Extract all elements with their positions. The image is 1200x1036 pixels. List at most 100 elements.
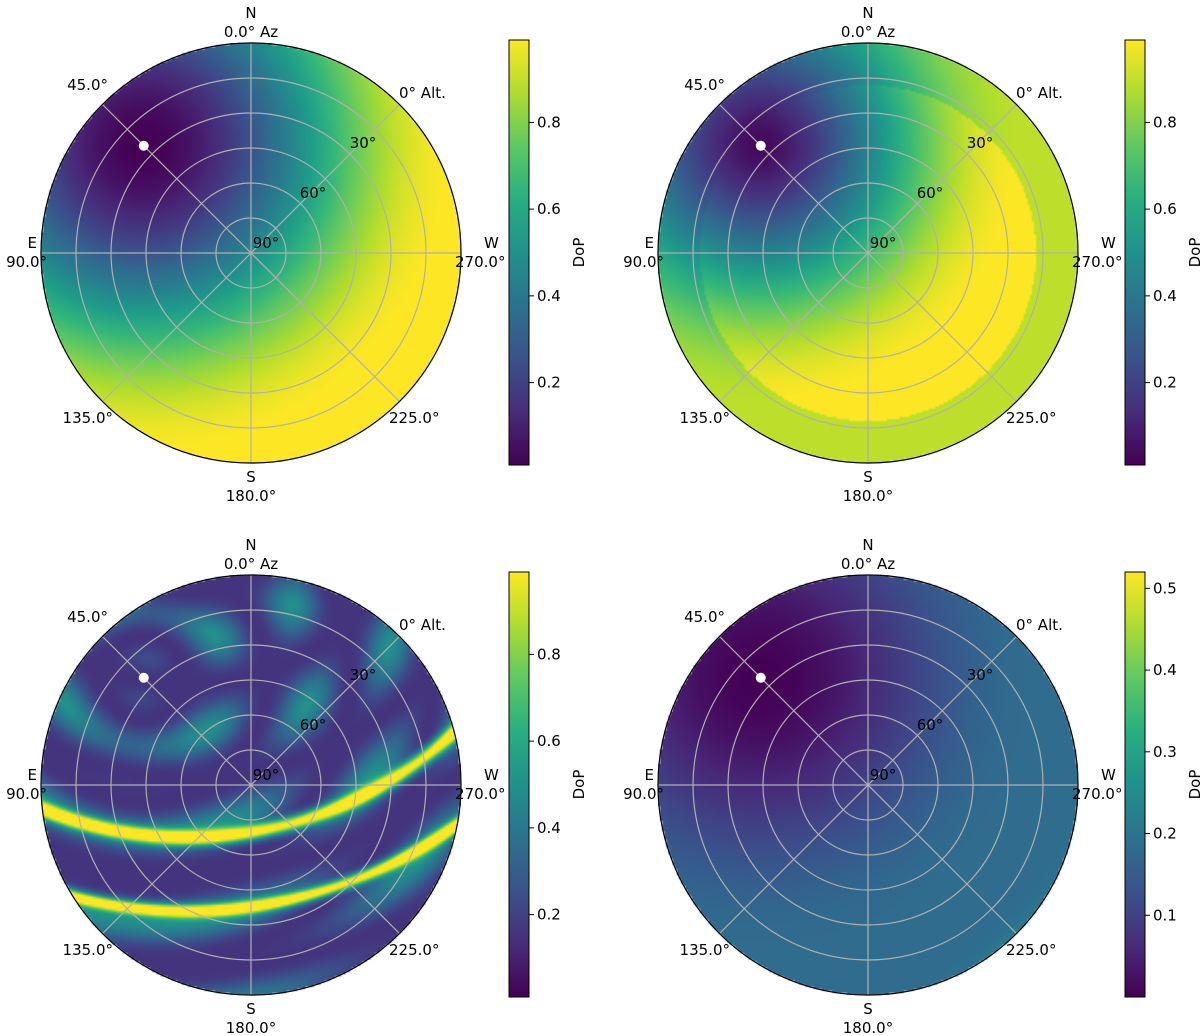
altitude-label-0: 0° Alt. <box>399 616 446 634</box>
altitude-label-30: 30° <box>350 666 377 684</box>
azimuth-spoke-135 <box>719 636 1017 934</box>
compass-south-label: S <box>246 468 256 486</box>
colorbar-label: DoP <box>570 770 588 800</box>
azimuth-label-180: 180.0° <box>226 1019 276 1036</box>
azimuth-spoke-135 <box>719 104 1017 402</box>
colorbar-tick-label: 0.6 <box>537 200 561 218</box>
sun-marker <box>138 140 149 151</box>
compass-west-label: W <box>1101 234 1116 252</box>
azimuth-label-0: 0.0° Az <box>224 23 278 41</box>
colorbar-tick-label: 0.2 <box>1153 374 1177 392</box>
horizon-circle <box>657 574 1079 996</box>
colorbar-label: DoP <box>1186 770 1200 800</box>
colorbar-tick-label: 0.1 <box>1153 906 1177 924</box>
compass-east-label: E <box>28 766 37 784</box>
azimuth-label-270: 270.0° <box>1072 785 1122 803</box>
colorbar-tick-label: 0.8 <box>537 113 561 131</box>
colorbar: 0.2 0.4 0.6 0.8 DoP <box>508 571 588 998</box>
colorbar-tick-label: 0.5 <box>1153 579 1177 597</box>
azimuth-spoke-135 <box>102 104 400 402</box>
altitude-label-60: 60° <box>300 716 327 734</box>
azimuth-label-90: 90.0° <box>623 785 664 803</box>
colorbar-label: DoP <box>1186 238 1200 268</box>
colorbar-label: DoP <box>570 238 588 268</box>
compass-east-label: E <box>645 234 654 252</box>
azimuth-label-270: 270.0° <box>455 785 505 803</box>
colorbar-gradient <box>508 39 530 466</box>
altitude-label-30: 30° <box>350 134 377 152</box>
colorbar-tick-label: 0.8 <box>537 645 561 663</box>
compass-north-label: N <box>862 4 873 22</box>
azimuth-label-270: 270.0° <box>1072 253 1122 271</box>
colorbar: 0.1 0.2 0.3 0.4 0.5 DoP <box>1124 571 1200 998</box>
colorbar: 0.2 0.4 0.6 0.8 DoP <box>508 39 588 466</box>
altitude-label-60: 60° <box>917 716 944 734</box>
azimuth-spoke-135 <box>102 636 400 934</box>
azimuth-label-90: 90.0° <box>6 785 47 803</box>
compass-north-label: N <box>245 536 256 554</box>
azimuth-label-180: 180.0° <box>843 1019 893 1036</box>
azimuth-label-180: 180.0° <box>226 487 276 505</box>
altitude-label-0: 0° Alt. <box>1016 84 1063 102</box>
compass-south-label: S <box>863 468 873 486</box>
azimuth-label-225: 225.0° <box>1006 941 1056 959</box>
colorbar-tick-label: 0.2 <box>537 906 561 924</box>
azimuth-label-0: 0.0° Az <box>841 555 895 573</box>
colorbar-tick-label: 0.2 <box>1153 825 1177 843</box>
colorbar-tick-label: 0.4 <box>537 287 561 305</box>
azimuth-label-225: 225.0° <box>389 941 439 959</box>
altitude-label-30: 30° <box>967 134 994 152</box>
compass-west-label: W <box>1101 766 1116 784</box>
altitude-label-30: 30° <box>967 666 994 684</box>
horizon-circle <box>40 42 462 464</box>
azimuth-label-135: 135.0° <box>680 941 730 959</box>
horizon-circle <box>40 574 462 996</box>
colorbar-gradient <box>1124 571 1146 998</box>
compass-south-label: S <box>246 1000 256 1018</box>
azimuth-label-135: 135.0° <box>680 409 730 427</box>
colorbar-tick-label: 0.6 <box>1153 200 1177 218</box>
colorbar-gradient <box>1124 39 1146 466</box>
colorbar-tick-label: 0.4 <box>1153 287 1177 305</box>
compass-north-label: N <box>862 536 873 554</box>
azimuth-label-180: 180.0° <box>843 487 893 505</box>
altitude-label-90: 90° <box>253 766 280 784</box>
azimuth-label-45: 45.0° <box>684 76 725 94</box>
colorbar-tick-label: 0.4 <box>537 819 561 837</box>
azimuth-label-135: 135.0° <box>63 409 113 427</box>
colorbar-tick-label: 0.3 <box>1153 743 1177 761</box>
colorbar-tick-label: 0.6 <box>537 732 561 750</box>
compass-north-label: N <box>245 4 256 22</box>
azimuth-label-90: 90.0° <box>6 253 47 271</box>
azimuth-label-270: 270.0° <box>455 253 505 271</box>
azimuth-label-90: 90.0° <box>623 253 664 271</box>
azimuth-label-0: 0.0° Az <box>841 23 895 41</box>
azimuth-label-135: 135.0° <box>63 941 113 959</box>
azimuth-label-225: 225.0° <box>1006 409 1056 427</box>
colorbar-tick-label: 0.8 <box>1153 113 1177 131</box>
altitude-label-60: 60° <box>300 184 327 202</box>
azimuth-label-45: 45.0° <box>67 76 108 94</box>
altitude-label-90: 90° <box>870 766 897 784</box>
sun-marker <box>755 140 766 151</box>
sun-marker <box>138 672 149 683</box>
compass-south-label: S <box>863 1000 873 1018</box>
azimuth-label-0: 0.0° Az <box>224 555 278 573</box>
compass-west-label: W <box>484 766 499 784</box>
compass-east-label: E <box>645 766 654 784</box>
altitude-label-90: 90° <box>253 234 280 252</box>
sun-marker <box>755 672 766 683</box>
compass-west-label: W <box>484 234 499 252</box>
colorbar-tick-label: 0.2 <box>537 374 561 392</box>
azimuth-label-225: 225.0° <box>389 409 439 427</box>
compass-east-label: E <box>28 234 37 252</box>
altitude-label-60: 60° <box>917 184 944 202</box>
horizon-circle <box>657 42 1079 464</box>
azimuth-label-45: 45.0° <box>67 608 108 626</box>
